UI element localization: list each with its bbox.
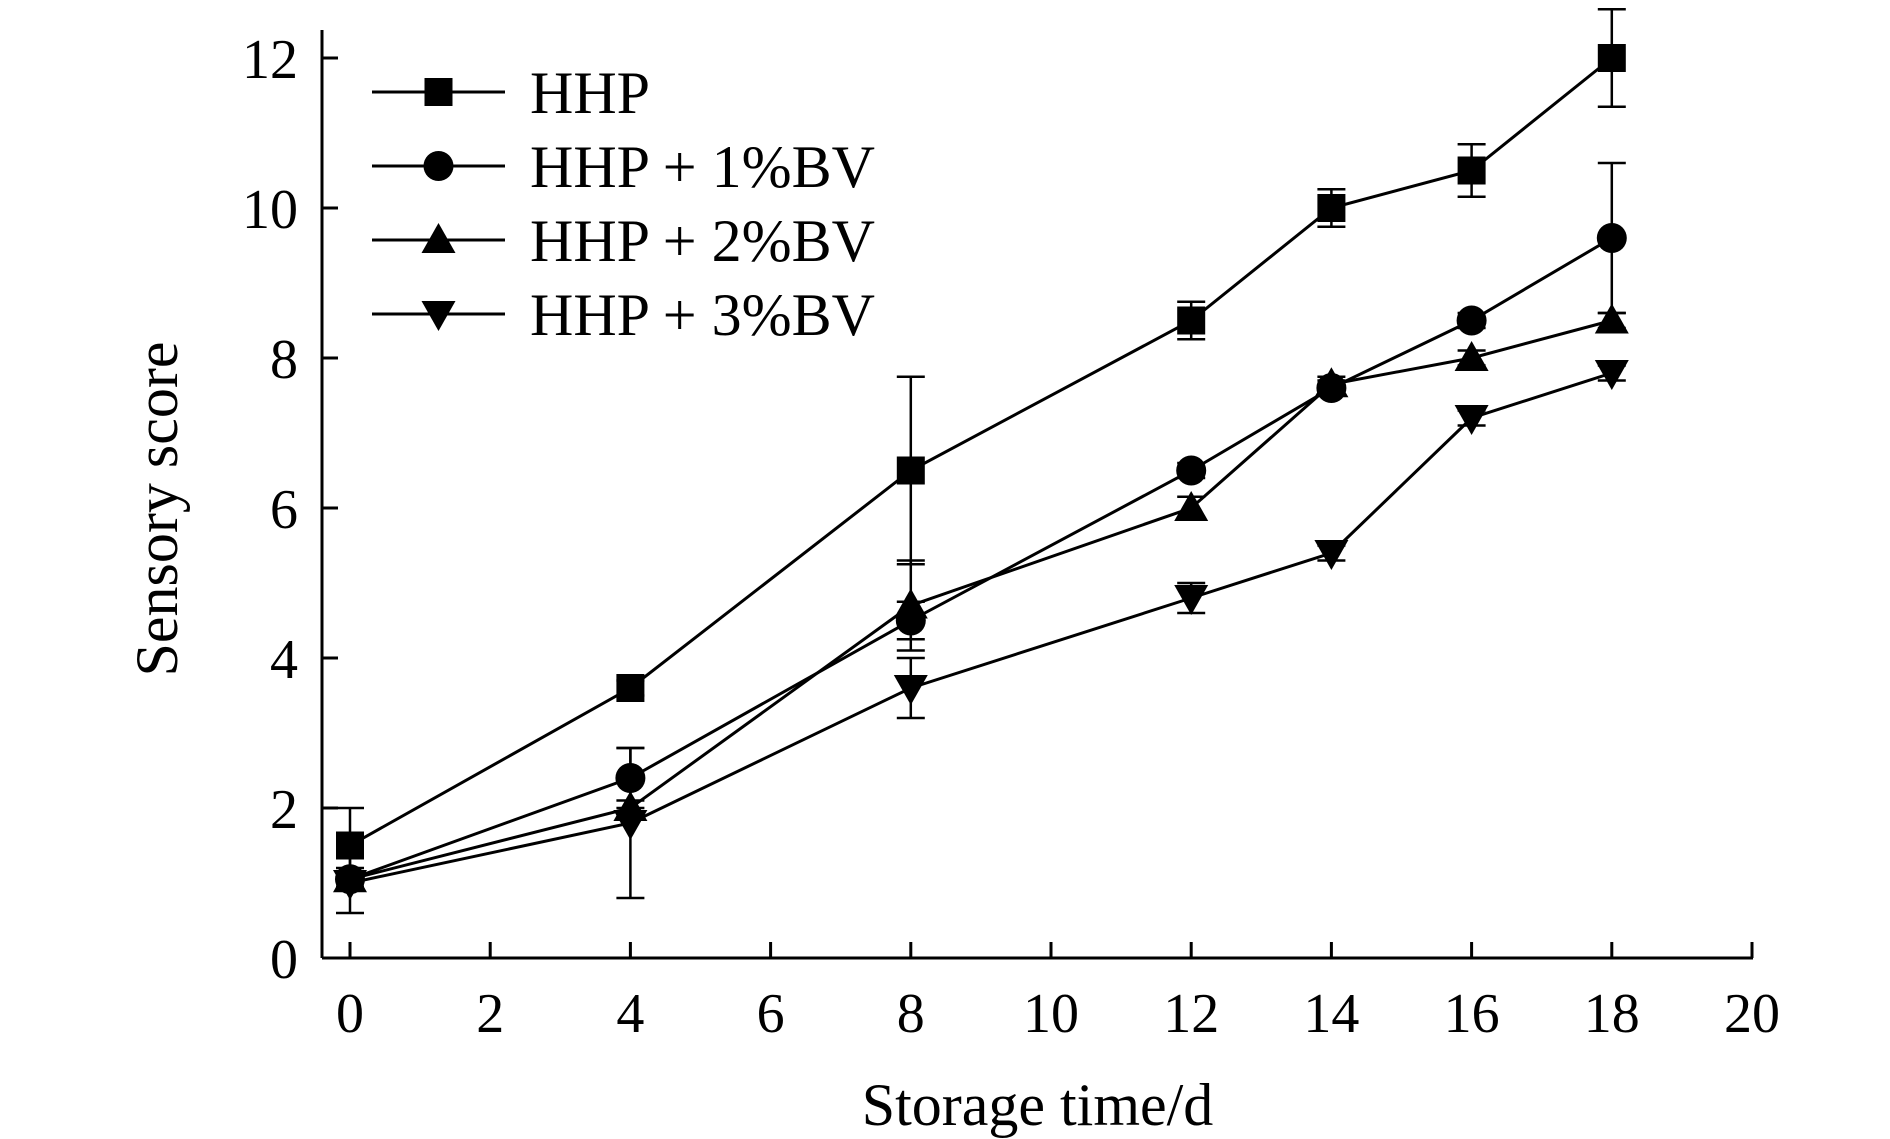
data-point — [1454, 405, 1489, 435]
data-point — [1454, 341, 1489, 371]
y-tick-label: 10 — [242, 179, 298, 241]
data-point — [1177, 306, 1206, 335]
x-tick-label: 18 — [1584, 983, 1640, 1045]
data-point — [616, 674, 645, 702]
y-tick-label: 12 — [242, 29, 298, 91]
legend-marker — [421, 301, 456, 331]
data-point — [1456, 305, 1487, 336]
data-point — [1594, 303, 1629, 334]
y-axis-title: Sensory score — [124, 342, 190, 677]
data-point — [1314, 540, 1349, 570]
data-point — [896, 456, 925, 485]
x-tick-label: 2 — [476, 983, 504, 1045]
legend-marker — [423, 151, 454, 181]
legend-label: HHP + 2%BV — [530, 208, 875, 274]
x-tick-label: 20 — [1724, 983, 1780, 1045]
y-tick-label: 6 — [270, 479, 298, 541]
axes — [320, 30, 1753, 960]
x-tick-label: 4 — [616, 983, 644, 1045]
y-tick-label: 8 — [270, 329, 298, 391]
x-tick-label: 12 — [1163, 983, 1219, 1045]
data-point — [1597, 44, 1626, 72]
data-point — [893, 588, 928, 619]
data-point — [1317, 194, 1346, 222]
legend-marker — [424, 78, 453, 106]
data-point — [1176, 455, 1207, 486]
legend: HHP HHP + 1%BV HHP + 2%BV HHP + 3%BV — [372, 60, 875, 348]
series-markers — [333, 44, 1629, 900]
series-line — [349, 319, 1613, 881]
legend-label: HHP + 3%BV — [530, 282, 875, 348]
data-point — [1314, 367, 1349, 398]
data-point — [893, 675, 928, 705]
data-point — [1174, 585, 1209, 615]
y-tick-label: 0 — [270, 929, 298, 991]
x-tick-label: 10 — [1023, 983, 1079, 1045]
axis-ticks: 0 2 4 6 8 10 12 14 16 18 20 0 2 4 6 8 10 12 — [242, 29, 1780, 1045]
legend-marker — [421, 223, 456, 253]
data-point — [1596, 223, 1627, 253]
x-tick-label: 16 — [1444, 983, 1500, 1045]
data-point — [1457, 156, 1486, 185]
data-point — [1174, 491, 1209, 521]
data-point — [615, 763, 646, 793]
legend-label: HHP — [530, 60, 650, 126]
x-tick-label: 0 — [336, 983, 364, 1045]
y-tick-label: 4 — [270, 629, 298, 691]
y-tick-label: 2 — [270, 779, 298, 841]
data-point — [333, 870, 367, 900]
x-axis-title: Storage time/d — [862, 1072, 1214, 1138]
x-tick-label: 6 — [757, 983, 785, 1045]
data-point — [1594, 360, 1629, 390]
data-point — [336, 831, 364, 860]
x-tick-label: 14 — [1303, 983, 1359, 1045]
data-point — [613, 810, 648, 840]
legend-label: HHP + 1%BV — [530, 134, 875, 200]
series-line — [349, 371, 1613, 885]
x-tick-label: 8 — [897, 983, 925, 1045]
